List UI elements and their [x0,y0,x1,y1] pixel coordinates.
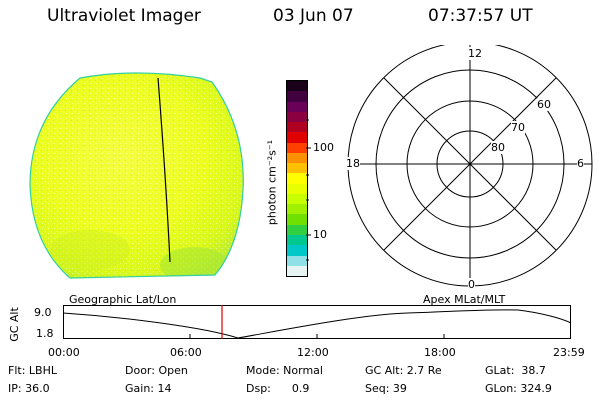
colorbar-swatch [287,224,307,235]
colorbar-swatch [287,132,307,143]
status-gain: Gain: 14 [125,382,172,395]
colorbar-swatch [287,245,307,256]
status-seq: Seq: 39 [365,382,407,395]
mlt-label-6: 6 [577,157,584,170]
status-glat: GLat: 38.7 [485,364,546,377]
status-glon: GLon: 324.9 [485,382,552,395]
polar-plot [347,45,593,287]
terminator-line [157,77,171,263]
colorbar-swatch [287,152,307,164]
timeline-left-label: Geographic Lat/Lon [69,293,177,306]
timeline-right-label: Apex MLat/MLT [423,293,506,306]
mlt-label-0: 0 [468,278,475,291]
colorbar-swatch [287,204,307,215]
colorbar-swatch [287,163,307,174]
altitude-curve [63,309,572,339]
status-flt: Flt: LBHL [8,364,57,377]
status-gc-alt: GC Alt: 2.7 Re [365,364,442,377]
lat-label-60: 60 [537,98,551,111]
mlt-label-18: 18 [346,157,360,170]
timeline-y-tick-9: 9.0 [34,306,52,319]
timeline-y-axis-label: GC Alt [7,307,21,342]
timeline-x-tick-1200: 12:00 [297,346,329,359]
colorbar-swatch [287,234,307,246]
colorbar-swatch [287,183,307,194]
timeline-x-tick-2359: 23:59 [553,346,585,359]
colorbar-swatch [287,81,307,92]
colorbar-unit-label: photon cm⁻²s⁻¹ [265,139,279,226]
colorbar-swatch [287,142,307,153]
colorbar-ticks [306,119,311,261]
colorbar-swatch [287,122,307,133]
status-door: Door: Open [125,364,188,377]
colorbar-tick-10: 10 [313,228,327,241]
colorbar-swatch [287,91,307,102]
colorbar-swatch [287,214,307,225]
status-ip: IP: 36.0 [8,382,50,395]
lat-label-80: 80 [491,141,505,154]
status-dsp: Dsp: 0.9 [246,382,310,395]
colorbar-swatch [287,101,307,112]
colorbar-swatch [287,173,307,184]
colorbar-swatch [287,255,307,266]
timeline-x-tick-0000: 00:00 [48,346,80,359]
mlt-label-12: 12 [467,47,483,60]
lat-label-70: 70 [511,121,525,134]
colorbar-swatch [287,265,307,277]
timeline-y-tick-1-8: 1.8 [36,327,54,340]
date-label: 03 Jun 07 [273,6,354,26]
colorbar-swatch [287,111,307,123]
status-mode: Mode: Normal [246,364,323,377]
timeline-plot [63,305,572,339]
colorbar [286,80,308,277]
timeline-x-tick-1800: 18:00 [424,346,456,359]
time-label: 07:37:57 UT [428,6,533,26]
colorbar-swatch [287,193,307,205]
timeline-x-tick-0600: 06:00 [170,346,202,359]
uv-earth-image [29,72,244,279]
colorbar-tick-100: 100 [313,141,334,154]
instrument-title: Ultraviolet Imager [47,6,201,26]
